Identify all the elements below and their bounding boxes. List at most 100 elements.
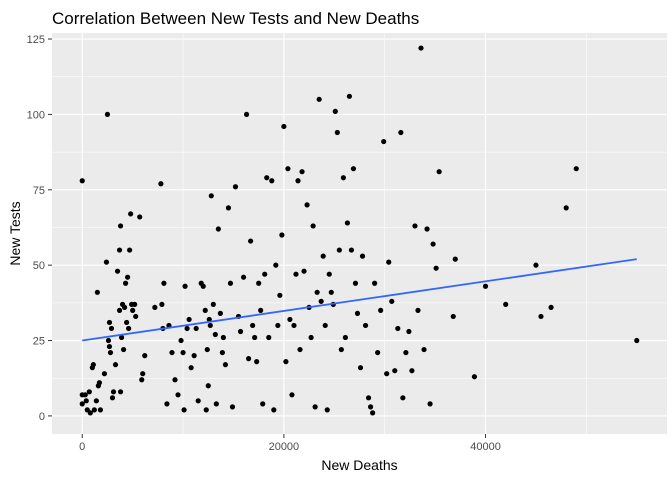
data-point	[452, 256, 458, 262]
data-point	[91, 407, 97, 413]
data-point	[389, 298, 395, 304]
data-point	[125, 274, 131, 280]
data-point	[219, 349, 225, 356]
data-point	[132, 301, 138, 307]
data-point	[398, 129, 404, 136]
data-point	[96, 380, 102, 386]
data-point	[97, 407, 103, 413]
data-point	[287, 316, 293, 323]
data-point	[436, 169, 442, 175]
data-point	[354, 310, 361, 316]
data-point	[120, 346, 127, 353]
data-point	[415, 307, 421, 313]
data-point	[338, 346, 344, 353]
data-point	[362, 322, 369, 329]
data-point	[418, 45, 424, 51]
x-tick-label: 20000	[269, 441, 300, 453]
data-point	[116, 307, 123, 313]
data-point	[107, 349, 114, 356]
data-point	[260, 401, 266, 407]
data-point	[86, 389, 92, 395]
data-point	[169, 349, 175, 356]
data-point	[283, 359, 289, 365]
data-point	[538, 313, 544, 320]
data-point	[384, 371, 390, 377]
data-point	[140, 371, 146, 377]
data-point	[181, 407, 187, 413]
data-point	[471, 374, 478, 380]
data-point	[533, 262, 539, 268]
data-point	[370, 410, 376, 416]
data-point	[213, 401, 219, 407]
data-point	[314, 289, 320, 295]
data-point	[252, 334, 258, 341]
data-point	[254, 359, 260, 365]
data-point	[375, 349, 381, 356]
data-point	[430, 241, 436, 247]
data-point	[93, 398, 99, 404]
data-point	[279, 232, 285, 238]
data-point	[139, 377, 145, 383]
data-point	[175, 392, 181, 398]
data-point	[210, 301, 216, 307]
data-point	[256, 280, 262, 286]
minor-gridlines	[52, 33, 667, 434]
data-point	[106, 343, 113, 350]
data-point	[232, 184, 239, 190]
data-point	[195, 398, 201, 404]
y-tick-label: 125	[27, 34, 45, 46]
data-point	[350, 166, 357, 172]
data-point	[208, 193, 214, 199]
data-point	[348, 247, 355, 253]
data-point	[548, 304, 554, 310]
data-point	[79, 178, 85, 184]
data-point	[409, 368, 415, 374]
data-point	[322, 322, 328, 329]
data-point	[205, 383, 211, 389]
data-point	[215, 226, 221, 232]
data-point	[372, 280, 378, 286]
data-point	[101, 371, 108, 377]
data-point	[106, 319, 113, 326]
data-point	[312, 404, 318, 410]
data-point	[104, 111, 111, 118]
data-point	[275, 322, 281, 329]
data-point	[503, 301, 509, 307]
data-points	[79, 45, 640, 416]
data-point	[299, 169, 305, 175]
data-point	[186, 316, 192, 323]
data-point	[110, 389, 117, 395]
data-point	[271, 407, 277, 413]
y-tick-label: 25	[33, 336, 45, 348]
data-point	[320, 253, 326, 259]
data-point	[285, 166, 291, 172]
data-point	[124, 319, 130, 326]
y-tick-label: 100	[27, 109, 45, 121]
data-point	[133, 313, 139, 320]
data-point	[295, 178, 301, 184]
data-point	[573, 166, 579, 172]
data-point	[212, 331, 218, 338]
data-point	[352, 280, 359, 286]
data-point	[193, 325, 199, 332]
data-point	[334, 129, 340, 136]
data-point	[392, 368, 398, 374]
data-point	[245, 356, 252, 362]
data-point	[412, 223, 418, 229]
data-point	[117, 389, 124, 395]
data-point	[328, 289, 334, 295]
data-point	[386, 259, 392, 265]
data-point	[318, 298, 324, 304]
data-point	[217, 310, 223, 316]
data-point	[310, 223, 316, 229]
data-point	[365, 395, 372, 401]
data-point	[188, 365, 194, 371]
data-point	[158, 181, 164, 187]
data-point	[243, 111, 250, 118]
data-point	[308, 334, 314, 341]
data-point	[184, 325, 190, 332]
data-point	[191, 353, 197, 359]
data-point	[324, 407, 330, 413]
data-point	[204, 346, 210, 353]
